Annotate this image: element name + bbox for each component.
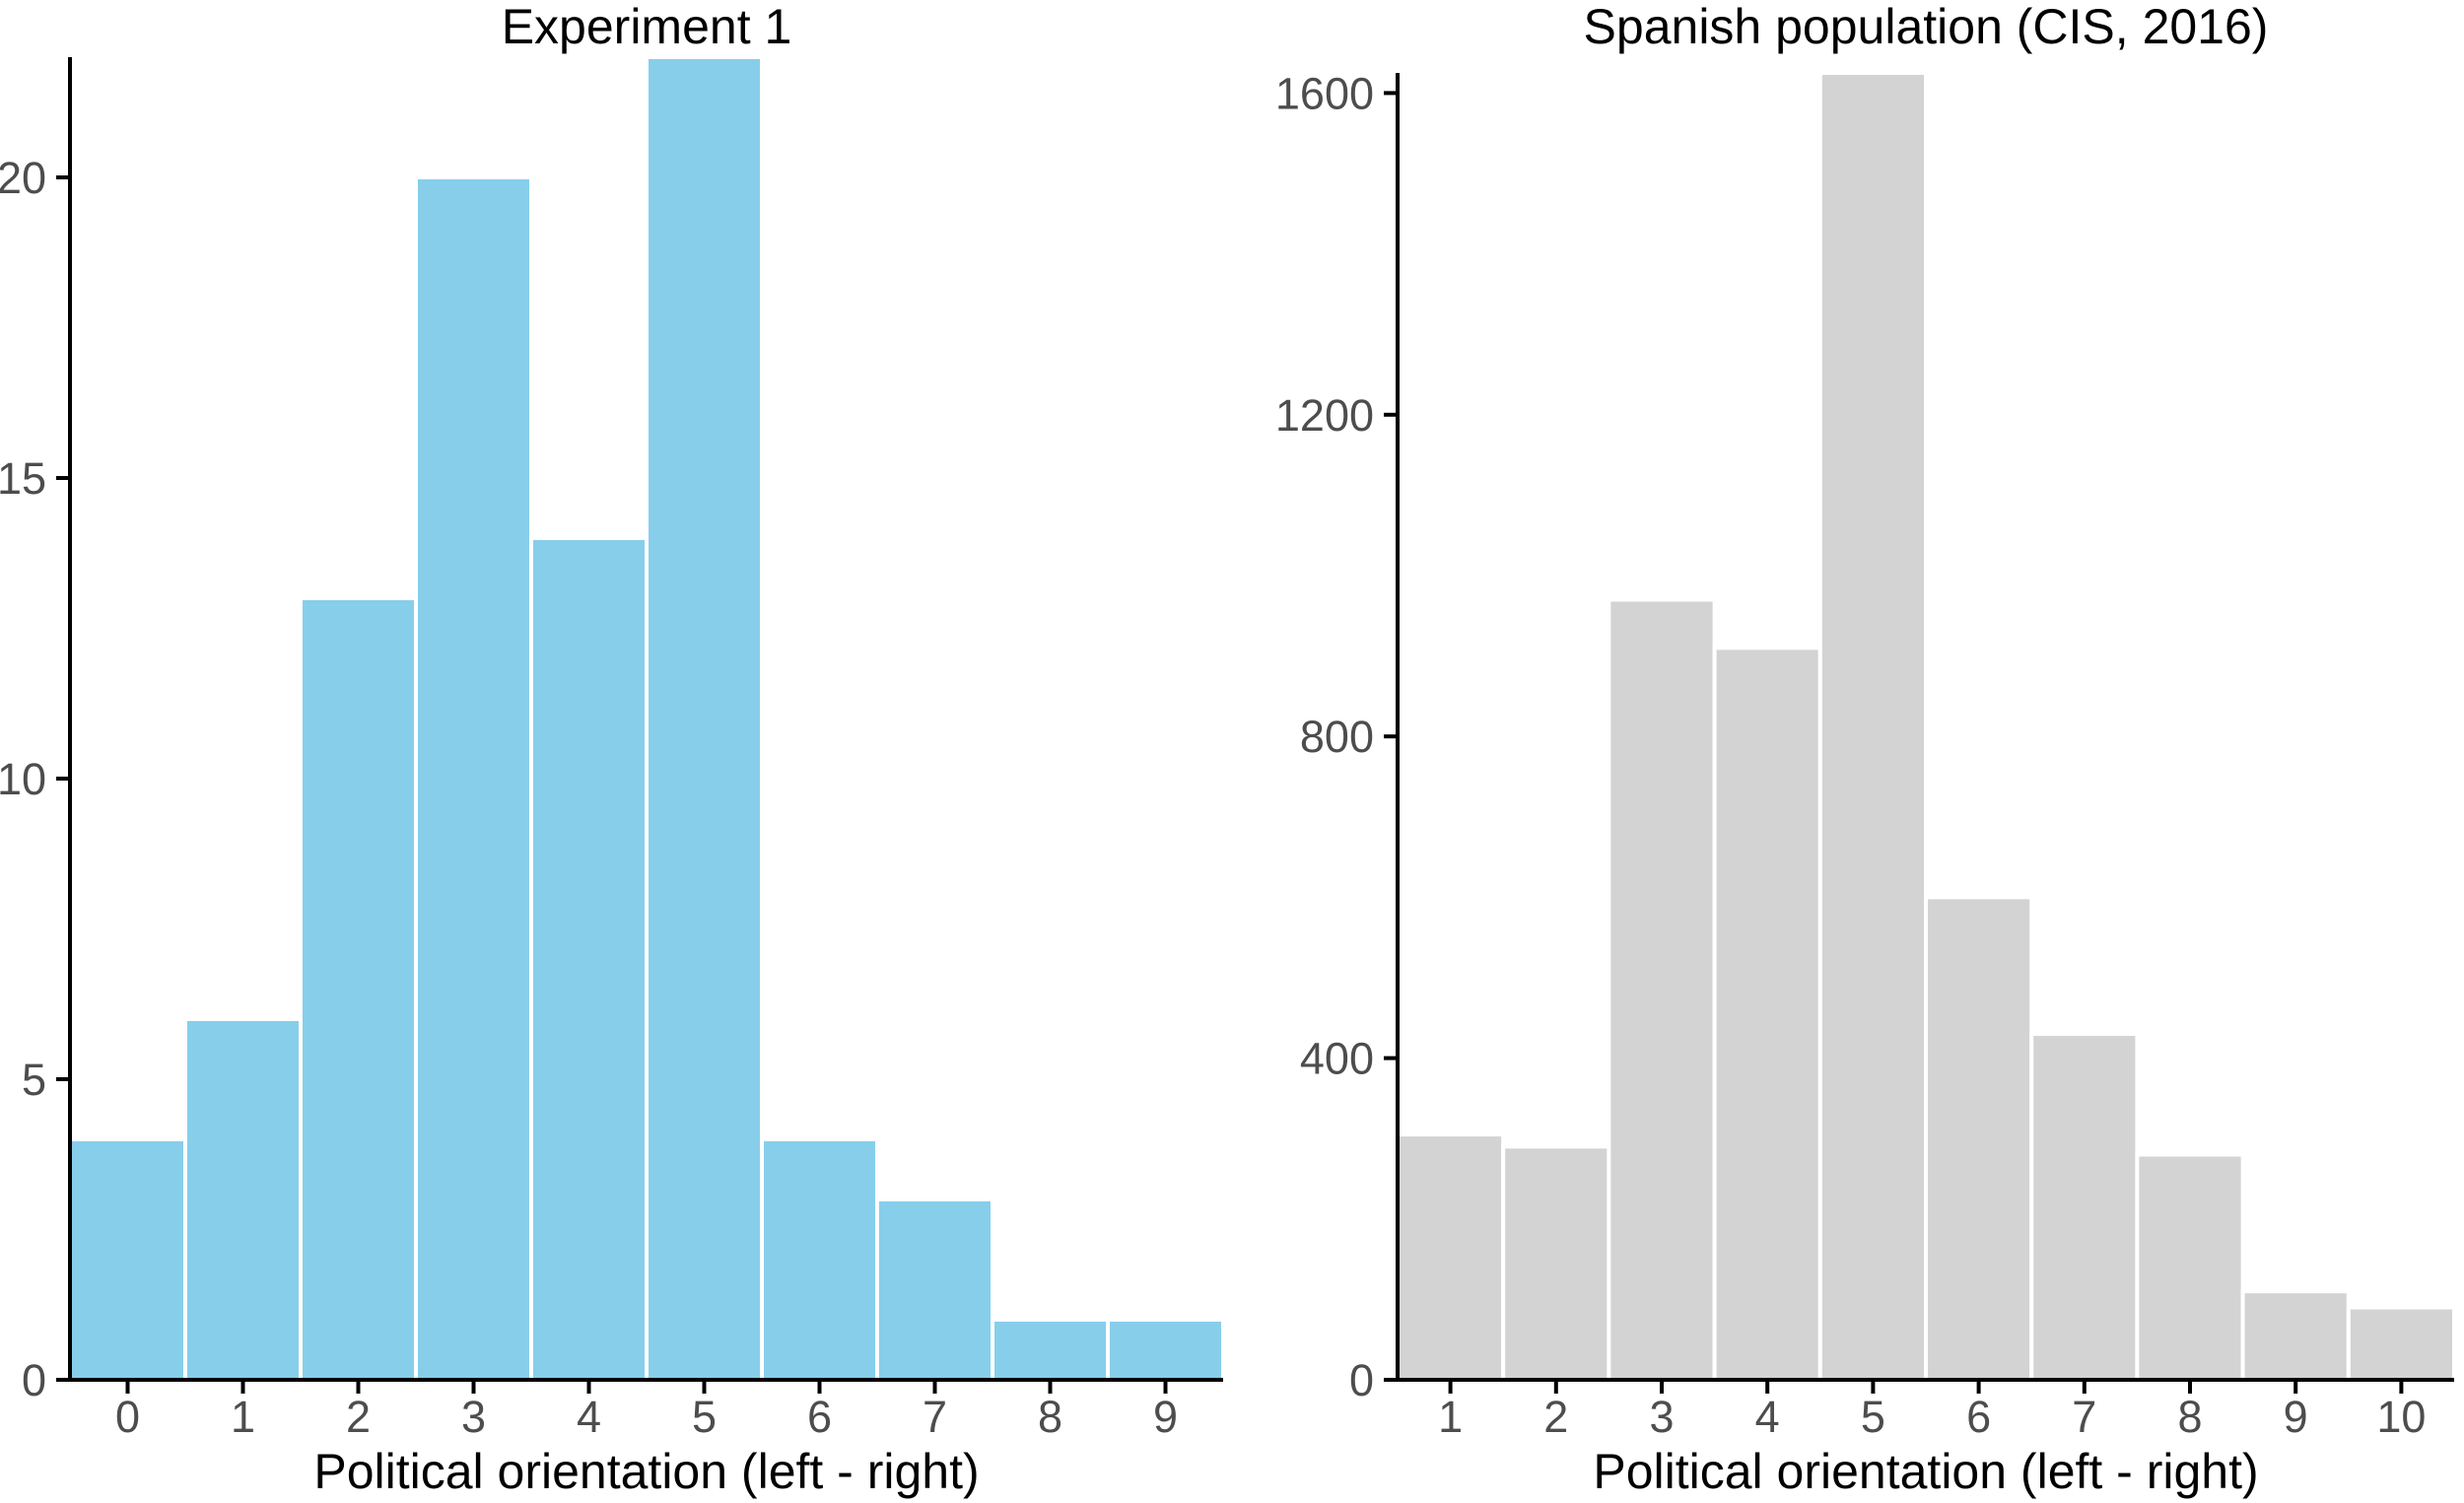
chart-spanish-population: Spanish population (CIS, 2016) 1 2 3 4 5 6 7 8 9… bbox=[1232, 0, 2464, 1503]
bar bbox=[1712, 646, 1822, 1382]
bars-group bbox=[68, 55, 1225, 1382]
bar bbox=[1817, 71, 1928, 1382]
y-tick-label: 20 bbox=[0, 153, 46, 203]
y-tick-label: 1200 bbox=[1275, 390, 1374, 441]
bar bbox=[760, 1137, 879, 1382]
x-tick-label: 4 bbox=[577, 1392, 601, 1442]
bar bbox=[1501, 1144, 1611, 1383]
chart-title: Spanish population (CIS, 2016) bbox=[1584, 0, 2269, 54]
tick-labels-group: 1 2 3 4 5 6 7 8 9 10 0 400 800 1200 1600 bbox=[1275, 68, 2427, 1442]
x-tick-label: 1 bbox=[1438, 1392, 1463, 1442]
bar bbox=[875, 1197, 994, 1382]
x-tick-label: 1 bbox=[231, 1392, 255, 1442]
bar bbox=[414, 175, 533, 1382]
bar bbox=[1396, 1132, 1506, 1382]
chart-title: Experiment 1 bbox=[502, 0, 792, 54]
x-tick-label: 3 bbox=[1649, 1392, 1674, 1442]
x-tick-label: 2 bbox=[346, 1392, 371, 1442]
y-tick-label: 5 bbox=[22, 1055, 46, 1105]
bars-group bbox=[1396, 71, 2457, 1383]
x-tick-label: 8 bbox=[1038, 1392, 1062, 1442]
bar bbox=[2240, 1289, 2351, 1382]
bar bbox=[299, 596, 418, 1382]
x-axis-title: Political orientation (left - right) bbox=[1593, 1444, 2258, 1499]
bar bbox=[1106, 1318, 1225, 1382]
x-tick-label: 2 bbox=[1543, 1392, 1568, 1442]
bar bbox=[645, 55, 764, 1382]
x-tick-label: 4 bbox=[1755, 1392, 1780, 1442]
x-tick-label: 6 bbox=[807, 1392, 832, 1442]
tick-labels-group: 0 1 2 3 4 5 6 7 8 9 0 5 10 15 20 bbox=[0, 153, 1178, 1442]
x-tick-label: 0 bbox=[115, 1392, 140, 1442]
chart-svg-spanish-population: Spanish population (CIS, 2016) 1 2 3 4 5 6 7 8 9… bbox=[1275, 0, 2457, 1499]
y-tick-label: 400 bbox=[1300, 1034, 1374, 1084]
x-tick-label: 6 bbox=[1966, 1392, 1991, 1442]
x-tick-label: 7 bbox=[923, 1392, 947, 1442]
x-tick-label: 5 bbox=[1861, 1392, 1885, 1442]
bar bbox=[183, 1017, 303, 1382]
y-tick-label: 0 bbox=[22, 1355, 46, 1405]
y-tick-label: 0 bbox=[1349, 1355, 1374, 1405]
x-tick-label: 8 bbox=[2177, 1392, 2202, 1442]
bar bbox=[2346, 1305, 2457, 1382]
bar bbox=[68, 1137, 187, 1382]
chart-svg-experiment-1: Experiment 1 0 1 2 3 4 5 6 7 8 9 0 5 10 15 20 Politica… bbox=[0, 0, 1225, 1499]
axes-group bbox=[56, 57, 1223, 1394]
x-tick-label: 5 bbox=[692, 1392, 717, 1442]
bar bbox=[991, 1318, 1110, 1382]
bar bbox=[2135, 1152, 2245, 1382]
x-tick-label: 9 bbox=[2284, 1392, 2308, 1442]
x-tick-label: 9 bbox=[1153, 1392, 1178, 1442]
y-tick-label: 10 bbox=[0, 754, 46, 804]
y-tick-label: 800 bbox=[1300, 712, 1374, 762]
y-tick-label: 15 bbox=[0, 453, 46, 504]
x-axis-title: Political orientation (left - right) bbox=[313, 1444, 979, 1499]
bar bbox=[1924, 895, 2034, 1383]
axes-group bbox=[1384, 73, 2454, 1394]
x-tick-label: 10 bbox=[2376, 1392, 2426, 1442]
bar bbox=[529, 536, 649, 1382]
chart-experiment-1: Experiment 1 0 1 2 3 4 5 6 7 8 9 0 5 10 15 20 Politica… bbox=[0, 0, 1225, 1499]
x-tick-label: 7 bbox=[2072, 1392, 2096, 1442]
bar bbox=[1607, 597, 1717, 1382]
x-tick-label: 3 bbox=[461, 1392, 486, 1442]
bar bbox=[2029, 1032, 2140, 1382]
y-tick-label: 1600 bbox=[1275, 68, 1374, 118]
